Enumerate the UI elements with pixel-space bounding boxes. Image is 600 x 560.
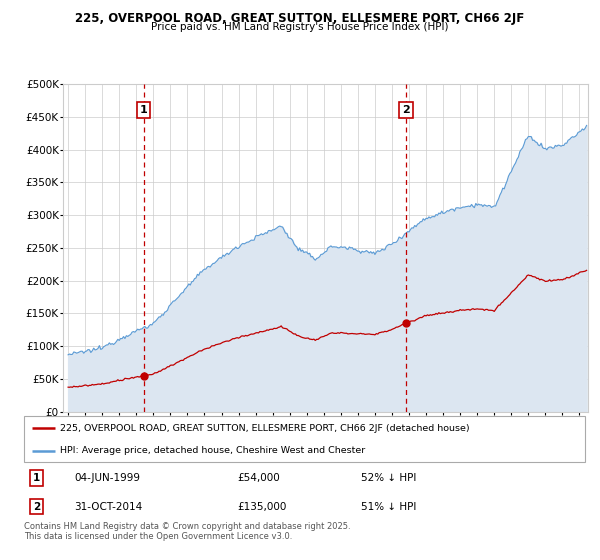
Text: 225, OVERPOOL ROAD, GREAT SUTTON, ELLESMERE PORT, CH66 2JF: 225, OVERPOOL ROAD, GREAT SUTTON, ELLESM…: [76, 12, 524, 25]
Text: 31-OCT-2014: 31-OCT-2014: [74, 502, 143, 511]
Text: Contains HM Land Registry data © Crown copyright and database right 2025.
This d: Contains HM Land Registry data © Crown c…: [24, 522, 350, 542]
Text: 1: 1: [33, 473, 40, 483]
Text: 2: 2: [402, 105, 410, 115]
Text: 1: 1: [140, 105, 148, 115]
Text: Price paid vs. HM Land Registry's House Price Index (HPI): Price paid vs. HM Land Registry's House …: [151, 22, 449, 32]
FancyBboxPatch shape: [24, 416, 585, 462]
Text: 2: 2: [33, 502, 40, 511]
Text: 04-JUN-1999: 04-JUN-1999: [74, 473, 140, 483]
Text: 52% ↓ HPI: 52% ↓ HPI: [361, 473, 416, 483]
Text: 51% ↓ HPI: 51% ↓ HPI: [361, 502, 416, 511]
Text: HPI: Average price, detached house, Cheshire West and Chester: HPI: Average price, detached house, Ches…: [61, 446, 366, 455]
Text: £54,000: £54,000: [237, 473, 280, 483]
Text: 225, OVERPOOL ROAD, GREAT SUTTON, ELLESMERE PORT, CH66 2JF (detached house): 225, OVERPOOL ROAD, GREAT SUTTON, ELLESM…: [61, 424, 470, 433]
Text: £135,000: £135,000: [237, 502, 287, 511]
